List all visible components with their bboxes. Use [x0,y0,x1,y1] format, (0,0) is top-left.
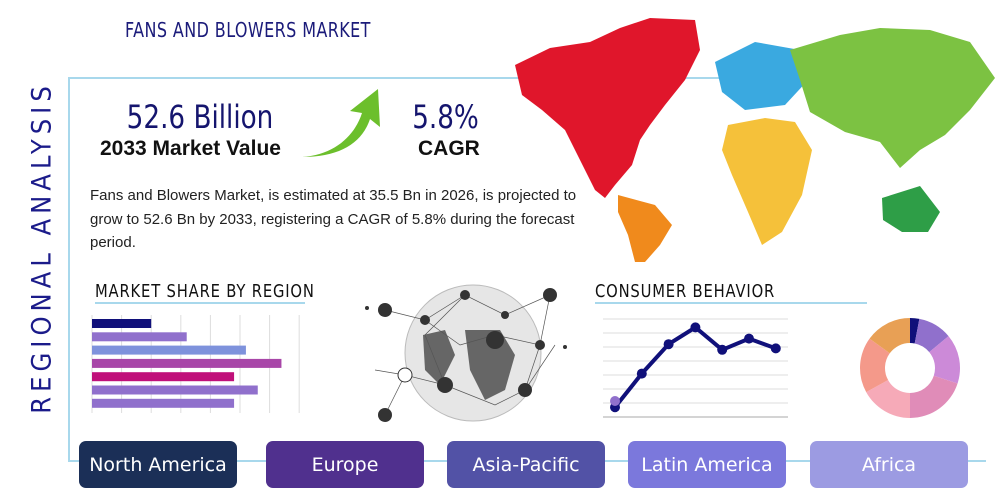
globe-network-image [365,284,567,422]
region-label: Latin America [641,453,773,476]
cagr-value: 5.8% [412,98,479,136]
data-point [717,344,728,355]
region-label: Asia-Pacific [472,453,580,476]
heading-underline [95,302,305,304]
donut-slice [866,380,910,418]
region-label: Africa [861,453,917,476]
data-point [663,339,674,350]
bar [92,385,258,395]
market-description: Fans and Blowers Market, is estimated at… [90,187,577,251]
data-point [744,333,754,344]
region-button-latin-america[interactable]: Latin America [628,441,786,488]
donut-slice [914,318,949,353]
growth-arrow-icon [302,89,380,157]
bar [92,319,152,328]
map-asia [790,28,995,168]
consumer-line-chart [603,318,788,418]
donut-slice [910,318,920,344]
region-button-north-america[interactable]: North America [79,441,237,488]
donut-slice [869,318,910,354]
data-point [610,396,620,406]
bar [92,358,282,368]
map-africa [722,118,812,245]
region-label: Europe [311,453,379,476]
region-button-europe[interactable]: Europe [266,441,424,488]
market-value-label: 2033 Market Value [100,137,281,160]
map-north-america [515,18,700,198]
donut-slice [929,336,960,384]
market-share-heading: MARKET SHARE BY REGION [95,281,315,302]
region-button-africa[interactable]: Africa [810,441,968,488]
map-south-america [618,195,672,262]
bar [92,372,235,382]
side-title: REGIONAL ANALYSIS [26,81,58,414]
market-value: 52.6 Billion [126,98,274,136]
region-label: North America [89,453,227,476]
page-title: FANS AND BLOWERS MARKET [125,18,371,42]
consumer-donut-chart [860,318,960,418]
region-button-asia-pacific[interactable]: Asia-Pacific [447,441,605,488]
bar [92,345,246,355]
bar [92,332,187,342]
bar [92,398,235,408]
data-point [770,343,781,354]
data-point [690,322,701,333]
donut-slice [860,338,890,393]
cagr-label: CAGR [418,137,480,160]
heading-underline [595,302,867,304]
consumer-behavior-heading: CONSUMER BEHAVIOR [595,281,776,302]
market-share-chart [91,315,300,413]
donut-slice [910,375,958,418]
map-europe [715,42,810,110]
world-map [515,18,995,262]
data-point [636,368,647,379]
map-oceania [882,186,940,232]
